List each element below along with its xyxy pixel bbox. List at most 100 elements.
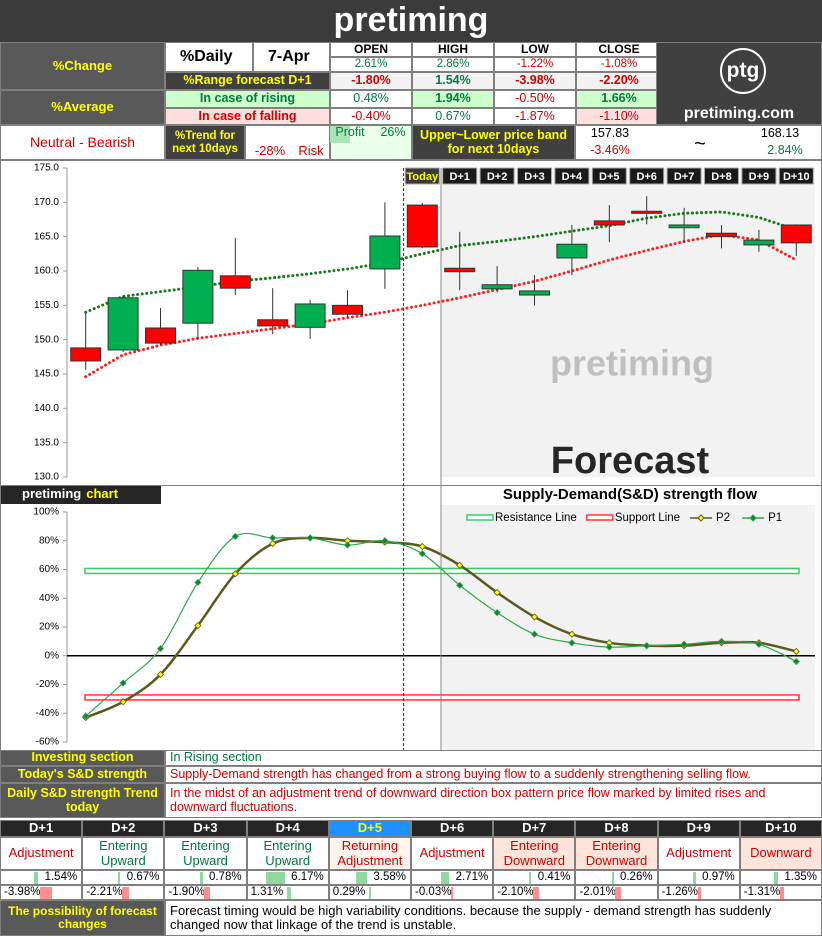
date: 7-Apr (253, 42, 330, 72)
change-bar (697, 886, 702, 899)
day-high: 0.78% (164, 870, 247, 885)
rising-average: 0.48% (330, 90, 412, 108)
range-forecast: -3.98% (494, 72, 576, 90)
band-separator: ~ (694, 133, 706, 155)
profit-value: 26% (380, 125, 406, 140)
y-tick-label: 150.0 (34, 334, 59, 345)
candle-body (556, 243, 588, 259)
point (717, 637, 726, 645)
x-label-box (517, 167, 552, 185)
x-tick-label: D+1 (449, 171, 470, 183)
legend-label: Support Line (615, 512, 680, 524)
x-label-box (591, 167, 627, 185)
band-lower: 157.83 (590, 126, 630, 141)
risk-value: -28% (254, 143, 286, 158)
y-tick-label: -60% (36, 737, 59, 748)
risk-label: Risk (298, 143, 324, 158)
change-bar (779, 886, 784, 899)
change-bar (122, 886, 129, 899)
day-label: Adjustment (411, 837, 494, 870)
point (119, 698, 127, 706)
point (194, 578, 202, 587)
candle-body (107, 297, 139, 351)
band-upper: 168.13 (760, 126, 800, 141)
day-header: D+7 (493, 820, 576, 837)
point (680, 640, 688, 648)
candle-body (519, 290, 550, 296)
day-header: D+5 (328, 820, 411, 837)
day-header: D+6 (411, 820, 494, 837)
analysis-text: Supply-Demand strength has changed from … (165, 766, 822, 783)
x-tick-label: D+4 (562, 171, 583, 183)
forecast-region (441, 505, 815, 750)
change-bar (611, 871, 614, 884)
day-high: 0.67% (82, 870, 165, 885)
legend-swatch (466, 514, 494, 521)
y-tick-label: 40% (39, 593, 59, 604)
badge-name: pretiming (22, 486, 81, 501)
change-bar (200, 871, 203, 884)
analysis-label: Investing section (0, 750, 165, 766)
column-header: HIGH (412, 42, 494, 57)
column-header: CLOSE (576, 42, 662, 57)
point (456, 581, 464, 589)
y-tick-label: 130.0 (34, 472, 59, 483)
y-tick-label: -40% (36, 708, 59, 719)
daily-change: -1.22% (494, 57, 576, 72)
candle-body (219, 275, 251, 289)
candle-body (332, 304, 363, 315)
watermark: pretiming (550, 343, 714, 384)
change-bar (529, 871, 532, 884)
y-tick-label: 140.0 (34, 403, 59, 414)
change-bar (356, 871, 367, 884)
series-line (85, 536, 797, 719)
y-tick-label: 135.0 (34, 437, 59, 448)
range-forecast: -2.20% (576, 72, 662, 90)
candle-body (444, 267, 476, 273)
point (418, 550, 426, 558)
x-label-box (479, 167, 515, 185)
trend-label: %Trend for next 10days (165, 125, 245, 160)
change-bar (266, 871, 285, 884)
candle-body (369, 235, 401, 270)
change-bar (204, 886, 211, 899)
change-bar (692, 871, 696, 884)
candle-body (294, 303, 326, 328)
analysis-text: In Rising section (165, 750, 822, 766)
point (269, 534, 277, 542)
change-bar (615, 886, 622, 899)
candle-body (257, 319, 289, 327)
candle-body (631, 210, 663, 214)
daily-change: 2.86% (412, 57, 494, 72)
day-label: Entering Downward (493, 837, 576, 870)
day-header: D+8 (575, 820, 658, 837)
point (306, 534, 314, 542)
band-label: Upper~Lower price band for next 10days (412, 125, 575, 160)
point (194, 621, 202, 630)
forecast-annotation: Forecast (551, 440, 710, 482)
change-bar (451, 886, 453, 899)
point (792, 657, 800, 666)
x-tick-label: D+9 (749, 171, 770, 183)
day-header: D+1 (0, 820, 83, 837)
candle-body (481, 284, 513, 290)
point (456, 561, 464, 569)
point (418, 542, 426, 551)
x-tick-label: Today (407, 171, 439, 183)
day-high: 1.35% (739, 870, 822, 885)
point (568, 639, 576, 647)
column-header: OPEN (330, 42, 412, 57)
candle-body (743, 239, 775, 246)
legend-marker (697, 514, 705, 522)
day-low: -1.26% (657, 885, 740, 900)
point (269, 540, 277, 548)
day-high: 0.41% (493, 870, 576, 885)
x-tick-label: D+7 (674, 171, 695, 183)
signal: Neutral - Bearish (0, 125, 165, 160)
change-bar (118, 871, 121, 884)
x-tick-label: D+2 (487, 171, 508, 183)
band-upper-pct: 2.84% (767, 143, 803, 158)
analysis-label: Daily S&D strength Trend today (0, 783, 165, 818)
change-bar (773, 871, 778, 884)
rising-average: 1.66% (576, 90, 662, 108)
